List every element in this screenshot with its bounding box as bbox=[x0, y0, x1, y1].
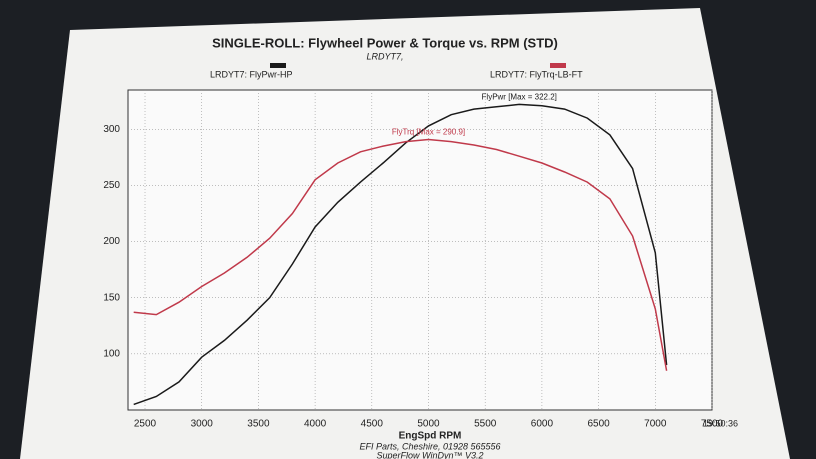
annotation: FlyTrq [Max = 290.9] bbox=[392, 128, 465, 137]
x-tick-label: 2500 bbox=[134, 419, 157, 430]
y-tick-label: 200 bbox=[103, 236, 120, 247]
legend-label: LRDYT7: FlyPwr-HP bbox=[210, 69, 293, 79]
y-tick-label: 100 bbox=[103, 349, 120, 360]
legend-swatch bbox=[270, 63, 286, 68]
x-tick-label: 4000 bbox=[304, 419, 327, 430]
y-tick-label: 150 bbox=[103, 292, 120, 303]
x-tick-label: 7500 bbox=[701, 419, 724, 430]
y-tick-label: 300 bbox=[103, 124, 120, 135]
line-series bbox=[133, 138, 668, 371]
x-tick-label: 5500 bbox=[474, 419, 497, 430]
legend-swatch bbox=[550, 63, 566, 68]
annotation: FlyPwr [Max = 322.2] bbox=[482, 92, 557, 101]
timestamp: 19:50:36 bbox=[703, 418, 738, 428]
x-tick-label: 6000 bbox=[531, 419, 554, 430]
x-tick-label: 6500 bbox=[587, 419, 610, 430]
footer: EFI Parts, Cheshire, 01928 565556 bbox=[359, 441, 500, 451]
chart-subtitle: LRDYT7, bbox=[366, 51, 403, 61]
x-tick-label: 3000 bbox=[191, 419, 214, 430]
x-tick-label: 3500 bbox=[247, 419, 270, 430]
legend-label: LRDYT7: FlyTrq-LB-FT bbox=[490, 69, 583, 79]
line-series bbox=[133, 103, 668, 406]
plot-area bbox=[127, 89, 713, 411]
chart-title: SINGLE-ROLL: Flywheel Power & Torque vs.… bbox=[212, 35, 558, 50]
y-tick-label: 250 bbox=[103, 180, 120, 191]
footer: SuperFlow WinDyn™ V3.2 bbox=[377, 450, 484, 459]
x-tick-label: 5000 bbox=[417, 419, 440, 430]
x-tick-label: 4500 bbox=[361, 419, 384, 430]
x-axis-label: EngSpd RPM bbox=[399, 431, 462, 442]
x-tick-label: 7000 bbox=[644, 419, 667, 430]
